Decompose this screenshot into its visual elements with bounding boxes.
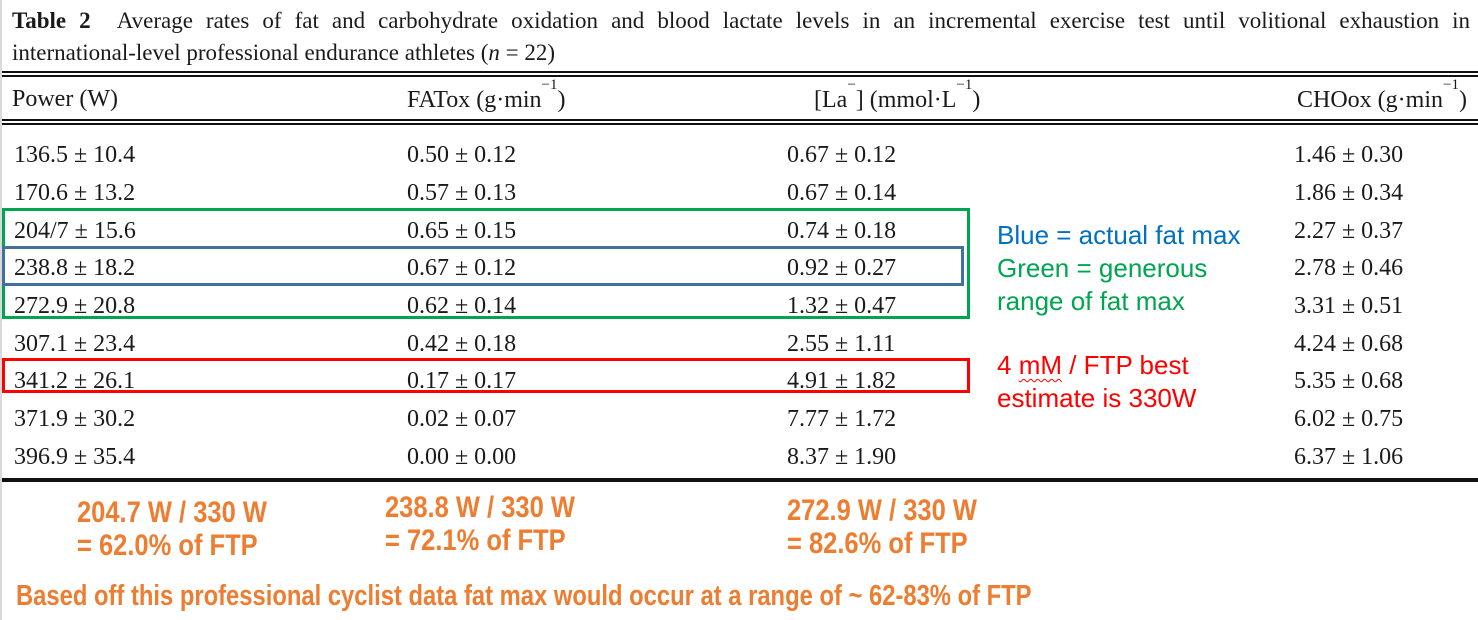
calc1-result: = 62.0% of FTP	[77, 529, 258, 562]
table-caption-line2-post: = 22)	[499, 40, 556, 65]
fatox-cell: 0.02 ± 0.07	[407, 406, 517, 432]
table-row: 204/7 ± 15.6 0.65 ± 0.15 0.74 ± 0.18 2.2…	[2, 217, 1478, 245]
table-header-rule-upper	[2, 119, 1478, 121]
table-row: 371.9 ± 30.2 0.02 ± 0.07 7.77 ± 1.72 6.0…	[2, 405, 1478, 433]
column-header-fatox-close: )	[557, 87, 566, 113]
table-caption-line2: international-level professional enduran…	[12, 38, 1470, 68]
table-row: 396.9 ± 35.4 0.00 ± 0.00 8.37 ± 1.90 6.3…	[2, 443, 1478, 471]
choox-cell: 2.78 ± 0.46	[1294, 255, 1404, 281]
fatox-cell: 0.50 ± 0.12	[407, 142, 517, 168]
choox-cell: 5.35 ± 0.68	[1294, 368, 1404, 394]
table-caption-line1: Table 2 Average rates of fat and carbohy…	[12, 6, 1470, 36]
ftp-estimate-note-line2: estimate is 330W	[997, 383, 1197, 413]
lactate-cell: 0.92 ± 0.27	[787, 255, 897, 281]
table-top-rule-upper	[2, 71, 1478, 73]
column-header-choox-sup: −1	[1443, 77, 1459, 93]
table-header-rule-lower	[2, 123, 1478, 125]
column-header-fatox-sup: −1	[541, 77, 558, 93]
calc1-fraction: 204.7 W / 330 W	[77, 496, 267, 529]
choox-cell: 1.86 ± 0.34	[1294, 180, 1404, 206]
table-top-rule-lower	[2, 75, 1478, 77]
ftp-percentage-calc-2: 238.8 W / 330 W = 72.1% of FTP	[385, 491, 575, 557]
power-cell: 238.8 ± 18.2	[14, 255, 136, 281]
sample-size-variable: n	[488, 40, 500, 65]
power-cell: 396.9 ± 35.4	[14, 444, 136, 470]
choox-cell: 2.27 ± 0.37	[1294, 218, 1404, 244]
choox-cell: 6.37 ± 1.06	[1294, 444, 1404, 470]
legend-green-note-line1: Green = generous	[997, 253, 1208, 283]
table-row: 272.9 ± 20.8 0.62 ± 0.14 1.32 ± 0.47 3.3…	[2, 292, 1478, 320]
legend-green-note-line2: range of fat max	[997, 286, 1185, 316]
column-header-lactate-sup1: −	[847, 77, 856, 93]
column-header-power: Power (W)	[12, 86, 118, 113]
lactate-cell: 4.91 ± 1.82	[787, 368, 897, 394]
lactate-cell: 8.37 ± 1.90	[787, 444, 897, 470]
column-header-lactate: [La−] (mmol·L−1)	[814, 77, 981, 114]
lactate-cell: 0.74 ± 0.18	[787, 218, 897, 244]
power-cell: 307.1 ± 23.4	[14, 331, 136, 357]
column-header-lactate-sup2: −1	[956, 77, 973, 93]
lactate-cell: 0.67 ± 0.12	[787, 142, 897, 168]
calc3-result: = 82.6% of FTP	[787, 527, 968, 560]
calc3-fraction: 272.9 W / 330 W	[787, 494, 977, 527]
conclusion-note: Based off this professional cyclist data…	[16, 580, 1032, 612]
column-header-lactate-p1: [La	[814, 87, 848, 113]
choox-cell: 1.46 ± 0.30	[1294, 142, 1404, 168]
power-cell: 170.6 ± 13.2	[14, 180, 136, 206]
table-row: 170.6 ± 13.2 0.57 ± 0.13 0.67 ± 0.14 1.8…	[2, 179, 1478, 207]
lactate-cell: 7.77 ± 1.72	[787, 406, 897, 432]
table-row: 136.5 ± 10.4 0.50 ± 0.12 0.67 ± 0.12 1.4…	[2, 141, 1478, 169]
lactate-cell: 1.32 ± 0.47	[787, 293, 897, 319]
choox-cell: 4.24 ± 0.68	[1294, 331, 1404, 357]
power-cell: 272.9 ± 20.8	[14, 293, 136, 319]
power-cell: 341.2 ± 26.1	[14, 368, 136, 394]
fatox-cell: 0.67 ± 0.12	[407, 255, 517, 281]
column-header-choox: CHOox (g·min−1)	[1297, 77, 1467, 114]
fatox-cell: 0.42 ± 0.18	[407, 331, 517, 357]
column-header-fatox-base: FATox (g·min	[407, 87, 542, 113]
table-caption-text: Average rates of fat and carbohydrate ox…	[116, 8, 1470, 33]
calc2-fraction: 238.8 W / 330 W	[385, 491, 575, 524]
column-header-power-text: Power (W)	[12, 86, 118, 112]
column-header-fatox: FATox (g·min−1)	[407, 77, 566, 114]
fatox-cell: 0.62 ± 0.14	[407, 293, 517, 319]
column-header-choox-base: CHOox (g·min	[1297, 87, 1443, 113]
power-cell: 136.5 ± 10.4	[14, 142, 136, 168]
column-header-lactate-close: )	[972, 87, 981, 113]
power-cell: 204/7 ± 15.6	[14, 218, 136, 244]
fatox-cell: 0.65 ± 0.15	[407, 218, 517, 244]
lactate-cell: 2.55 ± 1.11	[787, 331, 896, 357]
choox-cell: 6.02 ± 0.75	[1294, 406, 1404, 432]
table-caption-label: Table 2	[12, 8, 91, 33]
fatox-cell: 0.00 ± 0.00	[407, 444, 517, 470]
fatox-cell: 0.17 ± 0.17	[407, 368, 517, 394]
ftp-estimate-note-line1: 4 mM / FTP best	[997, 350, 1189, 380]
ftp-note-post: / FTP best	[1062, 350, 1189, 380]
power-cell: 371.9 ± 30.2	[14, 406, 136, 432]
lactate-cell: 0.67 ± 0.14	[787, 180, 897, 206]
table-caption-line2-pre: international-level professional enduran…	[12, 40, 489, 65]
ftp-note-spellcheck-word: mM	[1018, 350, 1063, 380]
fatmax-actual-box	[2, 246, 964, 286]
ftp-estimate-row-box	[2, 358, 970, 393]
table-row: 341.2 ± 26.1 0.17 ± 0.17 4.91 ± 1.82 5.3…	[2, 367, 1478, 395]
calc2-result: = 72.1% of FTP	[385, 524, 566, 557]
ftp-percentage-calc-1: 204.7 W / 330 W = 62.0% of FTP	[77, 496, 267, 562]
table-row: 238.8 ± 18.2 0.67 ± 0.12 0.92 ± 0.27 2.7…	[2, 254, 1478, 282]
table-row: 307.1 ± 23.4 0.42 ± 0.18 2.55 ± 1.11 4.2…	[2, 330, 1478, 358]
choox-cell: 3.31 ± 0.51	[1294, 293, 1404, 319]
ftp-percentage-calc-3: 272.9 W / 330 W = 82.6% of FTP	[787, 494, 977, 560]
ftp-note-pre: 4	[997, 350, 1019, 380]
column-header-choox-close: )	[1458, 87, 1467, 113]
fatox-cell: 0.57 ± 0.13	[407, 180, 517, 206]
column-header-lactate-p2: ] (mmol·L	[855, 87, 957, 113]
table-bottom-rule	[2, 478, 1478, 482]
legend-blue-note: Blue = actual fat max	[997, 220, 1241, 250]
